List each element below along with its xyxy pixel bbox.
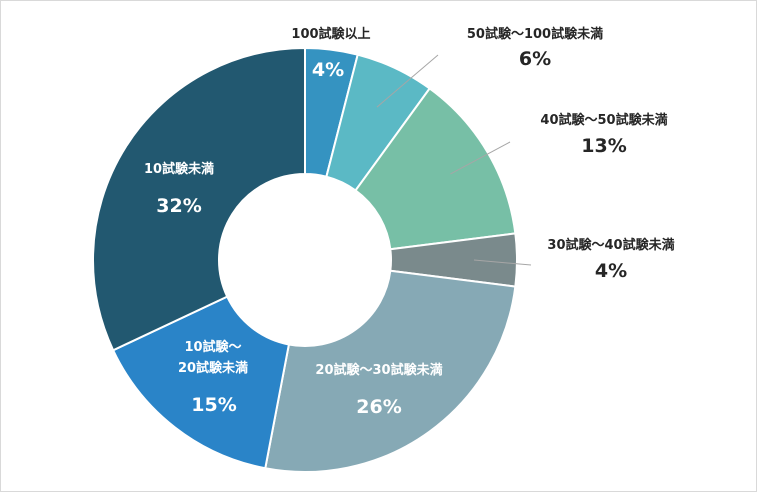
value-label-under-10: 32% [156,195,201,217]
leader-line-40-50 [450,141,511,175]
value-label-20-30: 26% [356,396,401,418]
slice-40-50 [354,87,517,251]
category-label-40-50: 40試験～50試験未満 [540,112,667,128]
category-label-30-40: 30試験～40試験未満 [547,237,674,253]
category-label-10-20-line2: 20試験未満 [178,360,248,376]
value-label-50-100: 6% [519,48,551,70]
slice-10-20 [111,295,291,470]
value-label-30-40: 4% [595,260,627,282]
category-label-20-30: 20試験～30試験未満 [315,362,442,378]
leader-line-30-40 [473,259,532,266]
slice-group [92,46,518,473]
category-label-50-100: 50試験～100試験未満 [467,26,603,42]
slice-under-10 [92,46,306,352]
value-label-10-20: 15% [191,394,236,416]
value-label-100-plus: 4% [312,59,344,81]
value-label-40-50: 13% [581,135,626,157]
category-label-under-10: 10試験未満 [144,161,214,177]
category-label-100-plus: 100試験以上 [291,26,370,42]
leader-line-group [376,54,532,266]
leader-line-50-100 [376,54,439,108]
slice-20-30 [264,269,517,473]
category-label-10-20-line1: 10試験～ [184,339,241,355]
